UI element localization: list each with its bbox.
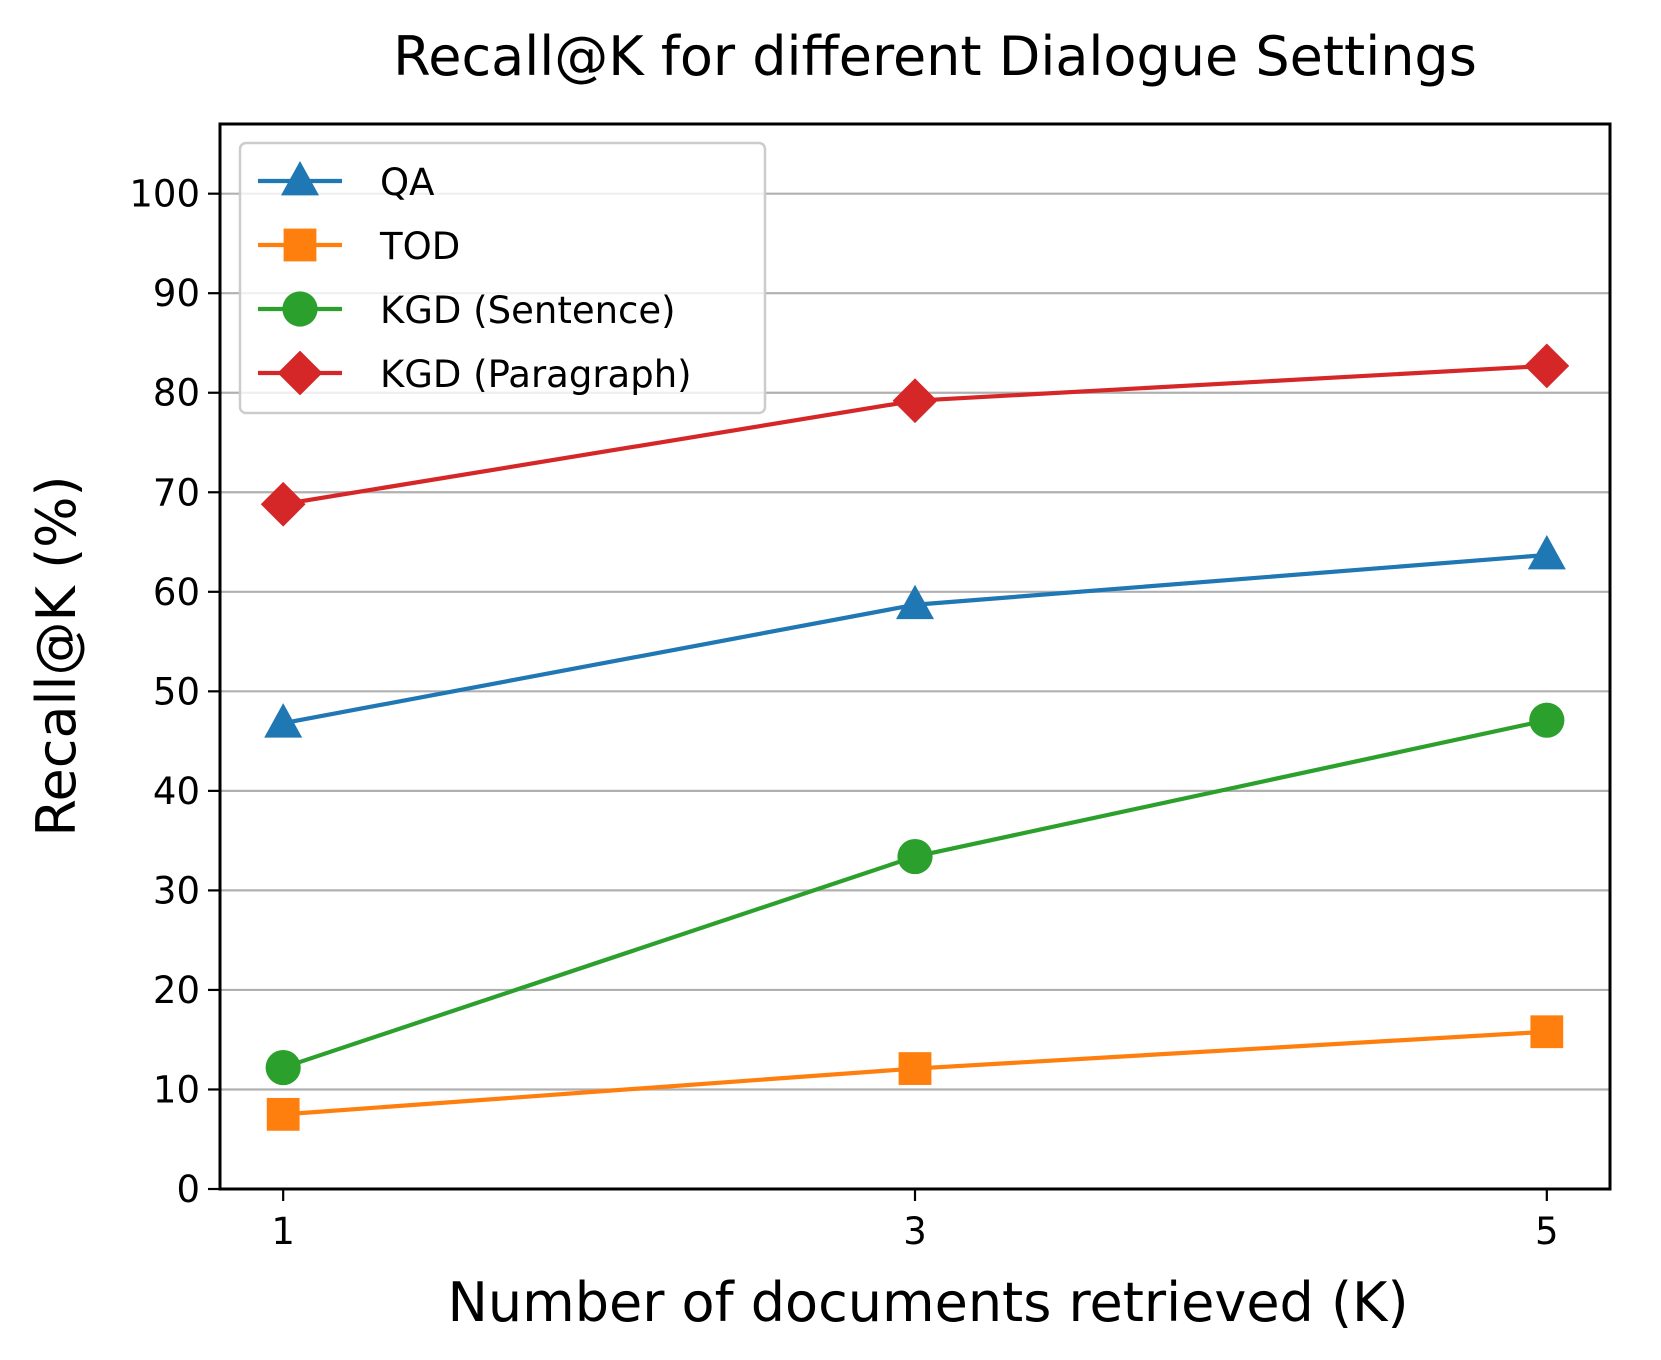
series-kgd-sentence: [265, 702, 1565, 1086]
data-point-tod: [1530, 1015, 1564, 1049]
y-tick-label: 50: [153, 670, 200, 713]
legend-label: TOD: [379, 225, 460, 268]
legend-item-tod: TOD: [258, 225, 460, 268]
series-qa: [264, 534, 1566, 738]
y-tick-label: 10: [153, 1068, 200, 1111]
chart-title: Recall@K for different Dialogue Settings: [393, 25, 1477, 88]
legend-box: [238, 141, 767, 415]
data-point-kgd-paragraph: [1524, 343, 1570, 389]
legend-label: KGD (Sentence): [380, 289, 676, 332]
legend-label: QA: [380, 161, 434, 204]
y-axis-ticks: 0 10 20 30 40 50 60 70 80 90 100: [129, 173, 220, 1211]
y-tick-label: 80: [153, 372, 200, 415]
y-tick-label: 20: [153, 969, 200, 1012]
data-point-qa: [896, 584, 934, 620]
data-point-kgd-paragraph: [260, 481, 306, 527]
legend-item-kgd-sentence: KGD (Sentence): [258, 289, 676, 332]
y-tick-label: 60: [153, 571, 200, 614]
y-tick-label: 70: [153, 471, 200, 514]
legend-marker-kgd-paragraph: [277, 350, 323, 396]
data-point-tod: [898, 1052, 932, 1085]
series-kgd-paragraph: [260, 343, 1570, 527]
data-point-tod: [266, 1097, 300, 1131]
legend-item-kgd-paragraph: KGD (Paragraph): [258, 350, 692, 396]
legend-label: KGD (Paragraph): [380, 353, 692, 396]
data-point-qa: [264, 703, 303, 738]
data-point-kgd-sentence: [265, 1049, 301, 1086]
y-tick-label: 40: [153, 770, 200, 813]
y-tick-label: 30: [153, 869, 200, 912]
data-point-kgd-paragraph: [892, 378, 938, 424]
x-tick-label: 1: [271, 1210, 295, 1253]
x-tick-label: 3: [903, 1210, 927, 1253]
legend: QA TOD KGD (Sentence) KGD (Paragraph): [238, 141, 767, 415]
y-tick-label: 100: [129, 173, 200, 216]
data-point-kgd-sentence: [897, 838, 933, 875]
legend-marker-qa: [281, 161, 319, 196]
x-axis-ticks: 1 3 5: [271, 1189, 1559, 1253]
legend-marker-tod: [283, 228, 317, 262]
series-layer: [260, 343, 1570, 1131]
x-axis-label: Number of documents retrieved (K): [447, 1271, 1408, 1334]
y-tick-label: 0: [176, 1168, 200, 1211]
legend-marker-kgd-sentence: [282, 291, 318, 327]
x-tick-label: 5: [1535, 1210, 1559, 1253]
data-point-kgd-sentence: [1529, 702, 1565, 738]
data-point-qa: [1527, 534, 1566, 570]
y-tick-label: 90: [153, 272, 200, 315]
series-tod: [266, 1015, 1564, 1131]
y-axis-label: Recall@K (%): [25, 475, 88, 836]
legend-item-qa: QA: [258, 161, 434, 204]
